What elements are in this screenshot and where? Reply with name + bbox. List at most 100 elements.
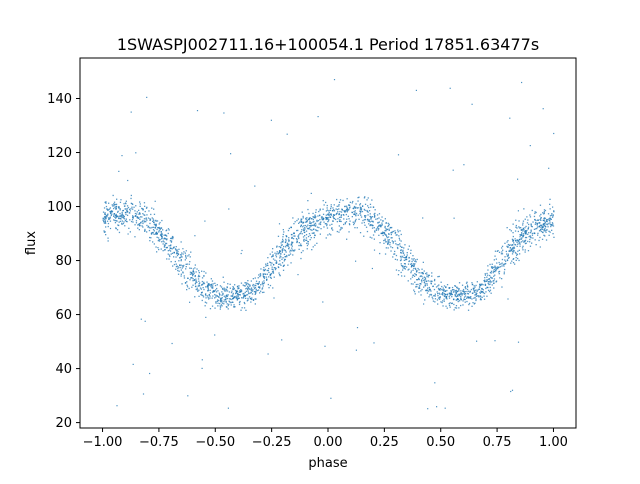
data-point	[313, 224, 315, 227]
data-point	[324, 223, 326, 225]
data-point	[255, 291, 257, 293]
data-point	[536, 227, 538, 230]
data-point	[543, 213, 545, 215]
data-point	[294, 221, 296, 223]
data-point	[327, 220, 330, 222]
data-point	[132, 216, 134, 219]
data-point	[481, 291, 483, 293]
data-point	[226, 295, 229, 297]
data-point	[113, 204, 115, 207]
data-point	[382, 234, 384, 237]
data-point	[404, 268, 406, 270]
data-point	[426, 276, 428, 278]
data-point	[475, 298, 477, 300]
data-point	[153, 208, 155, 210]
data-point	[487, 282, 489, 285]
data-point	[396, 246, 399, 249]
data-point	[336, 205, 338, 207]
data-point	[494, 255, 496, 257]
data-point	[320, 221, 322, 223]
data-point	[108, 218, 110, 220]
data-point	[451, 289, 454, 291]
data-point	[299, 232, 302, 234]
data-point	[512, 262, 515, 264]
data-point	[412, 283, 414, 285]
data-point	[468, 290, 470, 292]
data-point	[212, 290, 215, 292]
data-point	[237, 294, 239, 296]
data-point	[423, 286, 425, 288]
data-point	[430, 293, 432, 296]
data-point	[248, 296, 251, 298]
data-point	[315, 216, 317, 218]
data-point	[480, 299, 482, 301]
data-point	[519, 234, 521, 236]
data-point	[381, 222, 383, 224]
data-point	[441, 289, 443, 291]
data-point	[528, 236, 530, 238]
data-point	[184, 282, 187, 284]
data-point	[266, 262, 269, 265]
data-point	[353, 223, 355, 226]
data-point	[314, 234, 316, 236]
data-point	[454, 285, 457, 287]
data-point	[543, 225, 545, 227]
data-point	[265, 265, 267, 267]
data-point	[527, 228, 529, 230]
data-point	[173, 247, 175, 249]
data-point	[155, 225, 157, 227]
data-point	[368, 210, 371, 212]
data-point	[374, 209, 376, 211]
data-point	[107, 240, 109, 242]
data-point	[143, 218, 146, 220]
data-point	[483, 295, 485, 297]
data-point	[156, 231, 158, 234]
data-point	[416, 279, 418, 281]
data-point	[291, 247, 293, 249]
data-point	[164, 243, 166, 246]
data-point	[462, 290, 464, 293]
data-point	[459, 293, 461, 295]
data-point	[271, 262, 273, 264]
data-point	[192, 284, 194, 286]
data-point	[124, 208, 126, 210]
data-point	[516, 240, 518, 242]
data-point	[141, 208, 144, 210]
data-point	[238, 291, 240, 293]
data-point	[362, 219, 364, 222]
data-point	[296, 219, 298, 222]
data-point	[475, 299, 477, 302]
data-point	[175, 256, 177, 258]
data-point	[522, 245, 524, 247]
data-point	[424, 279, 426, 281]
data-point	[486, 279, 488, 281]
data-point	[511, 238, 514, 240]
data-point	[355, 215, 357, 217]
data-point	[182, 271, 184, 273]
data-point	[165, 234, 167, 237]
data-point	[197, 276, 200, 278]
data-point	[327, 221, 329, 223]
data-point	[338, 216, 341, 219]
data-point	[121, 213, 123, 215]
data-point	[106, 208, 108, 210]
data-point	[395, 254, 398, 257]
data-point	[281, 262, 284, 264]
data-point	[445, 305, 447, 307]
data-point	[484, 280, 486, 283]
data-point	[171, 248, 173, 250]
data-point	[169, 249, 171, 251]
data-point	[426, 274, 428, 276]
data-point	[538, 222, 540, 224]
data-point	[270, 264, 272, 266]
data-point	[245, 290, 248, 292]
data-point	[335, 208, 337, 210]
data-point	[332, 220, 334, 222]
data-point	[474, 296, 476, 299]
x-tick-label: −1.00	[83, 435, 123, 450]
data-point	[530, 232, 532, 234]
data-point	[427, 280, 429, 282]
data-point	[301, 211, 303, 213]
data-point	[109, 216, 111, 218]
data-point	[439, 289, 441, 291]
